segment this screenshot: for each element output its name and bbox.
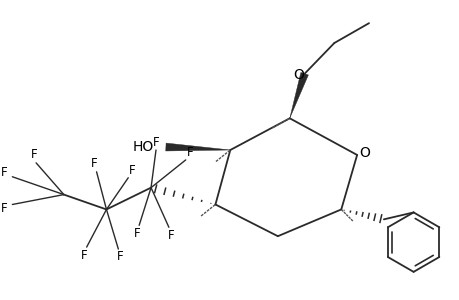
Text: O: O bbox=[292, 68, 303, 82]
Text: F: F bbox=[167, 229, 174, 242]
Text: F: F bbox=[134, 227, 140, 240]
Text: O: O bbox=[359, 146, 369, 160]
Text: F: F bbox=[31, 148, 37, 161]
Text: F: F bbox=[152, 136, 159, 148]
Text: F: F bbox=[1, 166, 8, 179]
Text: F: F bbox=[1, 202, 8, 215]
Text: F: F bbox=[81, 248, 88, 262]
Polygon shape bbox=[289, 73, 308, 118]
Text: F: F bbox=[186, 146, 193, 160]
Polygon shape bbox=[165, 143, 230, 151]
Text: HO: HO bbox=[133, 140, 154, 154]
Text: F: F bbox=[129, 164, 135, 177]
Text: F: F bbox=[117, 250, 123, 263]
Text: F: F bbox=[91, 158, 98, 170]
